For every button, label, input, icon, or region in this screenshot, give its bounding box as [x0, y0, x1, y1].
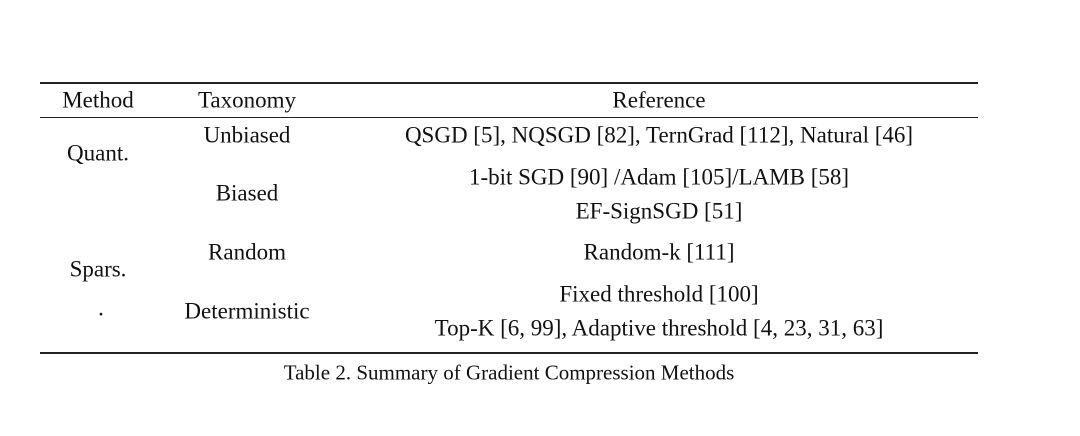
reference: 1-bit SGD [90] /Adam [105]/LAMB [58] — [468, 164, 850, 190]
reference: Random-k [111] — [583, 239, 735, 265]
method-label: . — [98, 295, 104, 321]
method-label: Quant. — [67, 140, 129, 166]
taxonomy: Biased — [215, 180, 279, 206]
reference: EF-SignSGD [51] — [575, 198, 743, 224]
caption: Table 2. Summary of Gradient Compression… — [283, 360, 735, 385]
top-rule — [40, 82, 978, 84]
bottom-rule — [40, 352, 978, 354]
header-cell: Taxonomy — [197, 87, 297, 113]
taxonomy: Unbiased — [203, 122, 291, 148]
method-label: Spars. — [69, 256, 127, 282]
header-cell: Reference — [612, 87, 706, 113]
taxonomy: Deterministic — [184, 298, 310, 324]
reference: Top-K [6, 99], Adaptive threshold [4, 23… — [434, 315, 884, 341]
reference: Fixed threshold [100] — [559, 281, 759, 307]
taxonomy: Random — [208, 239, 286, 265]
header-rule — [40, 117, 978, 118]
header-cell: Method — [62, 87, 134, 113]
reference: QSGD [5], NQSGD [82], TernGrad [112], Na… — [404, 122, 914, 148]
